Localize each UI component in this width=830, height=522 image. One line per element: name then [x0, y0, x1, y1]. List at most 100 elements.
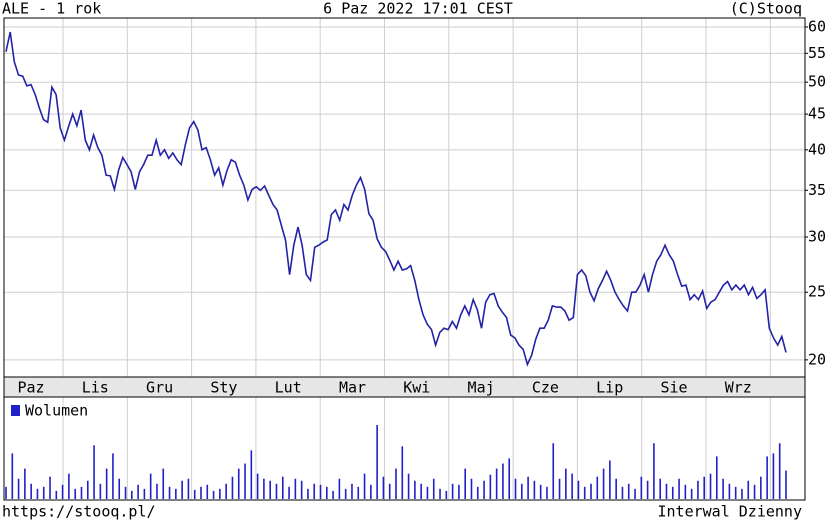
volume-bar	[539, 484, 542, 499]
volume-bar	[42, 486, 45, 499]
volume-bar	[728, 483, 731, 499]
volume-bar	[558, 478, 561, 499]
legend-swatch	[11, 405, 20, 416]
y-tick-label: 20	[808, 350, 826, 368]
volume-bar	[187, 478, 190, 499]
volume-bar	[313, 483, 316, 499]
volume-frame	[3, 396, 806, 501]
volume-bar	[244, 463, 246, 499]
volume-bar	[401, 446, 404, 499]
volume-bar	[766, 456, 768, 499]
volume-bar	[231, 476, 234, 499]
volume-bar	[156, 483, 158, 499]
volume-bar	[464, 468, 466, 499]
month-label: Mar	[339, 379, 366, 397]
volume-bar	[36, 488, 39, 499]
volume-bar	[17, 478, 20, 499]
volume-bar	[5, 486, 7, 499]
volume-bar	[722, 478, 724, 499]
volume-bar	[552, 443, 555, 499]
volume-bar	[439, 488, 441, 499]
volume-bar	[609, 460, 611, 499]
volume-bar	[583, 486, 586, 499]
volume-bar	[376, 425, 378, 499]
volume-bar	[445, 490, 448, 499]
volume-bar	[370, 484, 372, 499]
volume-bar	[734, 486, 737, 499]
volume-bar	[288, 486, 290, 499]
y-tick-label: 55	[808, 44, 826, 62]
legend-label: Wolumen	[25, 402, 88, 420]
volume-bar	[281, 476, 284, 499]
volume-bar	[80, 486, 83, 499]
volume-bar	[690, 488, 693, 499]
copyright: (C)Stooq	[730, 0, 802, 18]
volume-bar	[451, 483, 454, 499]
volume-bar	[521, 483, 523, 499]
volume-bar	[388, 483, 391, 499]
volume-bar	[483, 480, 485, 499]
volume-bar	[74, 488, 76, 499]
volume-bar	[420, 483, 422, 499]
y-tick-label: 50	[808, 73, 826, 91]
volume-bar	[55, 490, 58, 499]
volume-bar	[546, 486, 548, 499]
volume-bar	[93, 445, 95, 499]
month-label: Lip	[596, 379, 623, 397]
volume-bar	[250, 450, 253, 499]
volume-bar	[495, 468, 498, 499]
volume-bar	[275, 483, 278, 499]
volume-bar	[131, 490, 133, 499]
volume-bar	[357, 486, 360, 499]
volume-bar	[432, 478, 435, 499]
volume-bar	[11, 453, 14, 499]
volume-bar	[124, 486, 127, 499]
y-tick-label: 30	[808, 227, 826, 245]
volume-bar	[294, 478, 297, 499]
y-tick-label: 25	[808, 283, 826, 301]
volume-bar	[627, 483, 630, 499]
y-tick-label: 35	[808, 181, 826, 199]
volume-bar	[363, 473, 366, 499]
volume-bar	[634, 488, 636, 499]
volume-bar	[256, 473, 259, 499]
month-label: Gru	[146, 379, 173, 397]
volume-bar	[778, 443, 781, 499]
volume-bar	[332, 490, 334, 499]
volume-bar	[175, 488, 177, 499]
volume-bar	[319, 484, 322, 499]
volume-bar	[697, 480, 699, 499]
volume-bar	[351, 483, 353, 499]
month-label: Kwi	[403, 379, 430, 397]
volume-bar	[577, 480, 580, 499]
volume-bar	[382, 476, 385, 499]
volume-bar	[307, 488, 309, 499]
volume-bar	[24, 468, 26, 499]
volume-bar	[741, 488, 743, 499]
y-tick-label: 40	[808, 140, 826, 158]
marks	[5, 31, 787, 499]
volume-bar	[514, 478, 517, 499]
month-label: Wrz	[725, 379, 752, 397]
volume-bar	[426, 486, 429, 499]
volume-bar	[206, 484, 209, 499]
volume-bar	[168, 486, 171, 499]
volume-bar	[640, 476, 643, 499]
volume-bar	[590, 483, 592, 499]
volume-bar	[621, 486, 624, 499]
volume-bar	[703, 476, 706, 499]
volume-bar	[571, 473, 573, 499]
volume-bar	[99, 483, 102, 499]
grid	[4, 18, 805, 500]
volume-bar	[502, 463, 504, 499]
volume-bar	[659, 478, 661, 499]
volume-bar	[86, 480, 89, 499]
chart-title: ALE - 1 rok	[2, 0, 101, 18]
volume-bar	[143, 488, 146, 499]
month-label: Cze	[532, 379, 559, 397]
volume-bar	[338, 478, 341, 499]
volume-bar	[105, 468, 108, 499]
volume-bar	[653, 443, 655, 499]
footer-interval: Interwal Dzienny	[658, 503, 803, 521]
